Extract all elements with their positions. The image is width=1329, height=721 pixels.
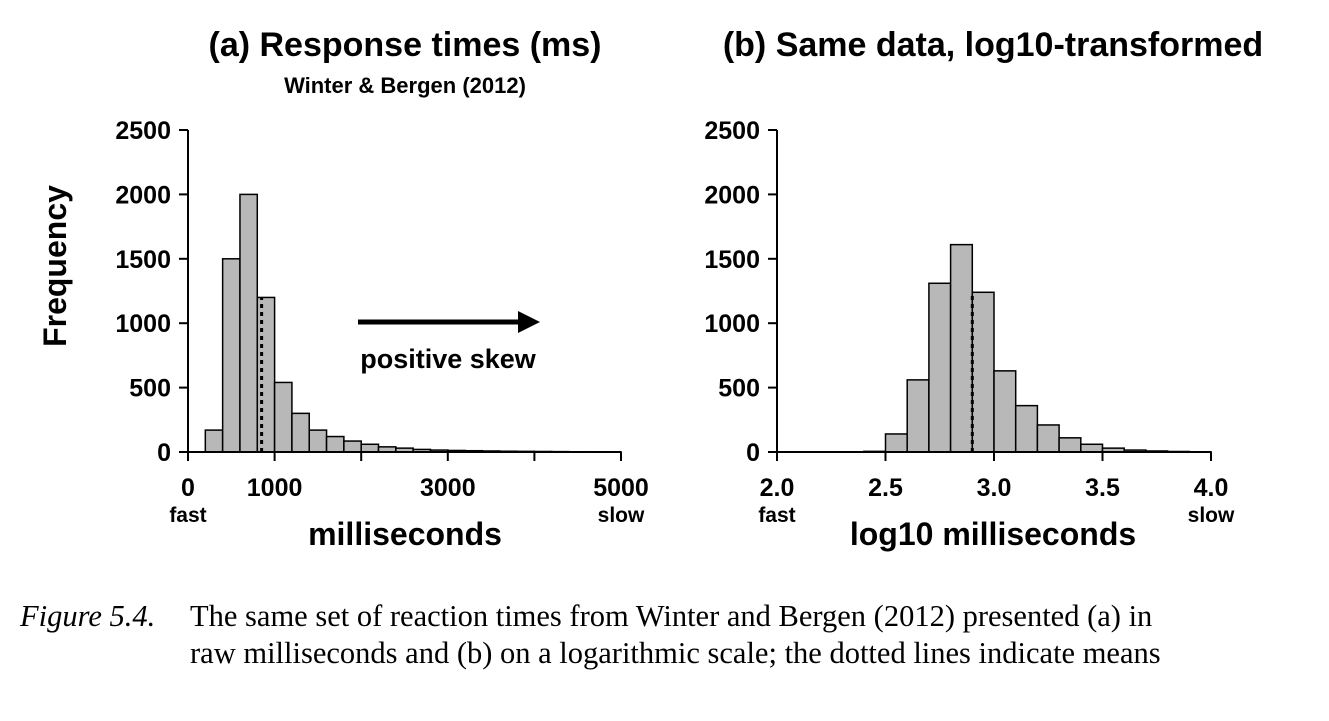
panel-b-x-tick-label: 2.0 <box>760 474 795 502</box>
panel-b-bar <box>1014 404 1039 453</box>
caption-line-1: The same set of reaction times from Wint… <box>190 599 1153 633</box>
panel-b-bar <box>884 433 908 453</box>
panel-b-y-tick-label: 1500 <box>704 246 760 274</box>
panel-b-x-axis-label: log10 milliseconds <box>850 516 1136 552</box>
y-axis-label: Frequency <box>37 185 73 347</box>
panel-b-bar <box>1080 443 1104 453</box>
panel-a-slow-note: slow <box>598 504 645 527</box>
panel-a-bar <box>343 440 362 453</box>
panel-a-x-tick-label: 3000 <box>420 474 476 502</box>
panel-a-x-tick-label: 1000 <box>247 474 303 502</box>
panel-b-x-tick-label: 3.0 <box>977 474 1012 502</box>
panel-a-x-ticks: 0 1000 3000 5000 <box>181 452 649 502</box>
panel-a-bar <box>291 412 310 453</box>
figure: (a) Response times (ms) Winter & Bergen … <box>37 26 1263 552</box>
panel-b-title: (b) Same data, log10-transformed <box>723 26 1263 64</box>
panel-b-y-tick-label: 500 <box>718 375 760 403</box>
panel-a-y-tick-label: 500 <box>129 375 171 403</box>
panel-a-bar <box>204 429 224 453</box>
panel-a-y-tick-label: 2000 <box>115 181 171 209</box>
panel-b-y-tick-label: 2000 <box>704 181 760 209</box>
panel-a-y-tick-label: 2500 <box>115 117 171 145</box>
panel-a-title: (a) Response times (ms) <box>209 26 602 64</box>
panel-a-bar <box>360 443 380 453</box>
panel-a-bar <box>256 296 276 453</box>
panel-a-bars <box>204 193 622 453</box>
panel-a-bar <box>239 193 259 453</box>
panel-b-slow-note: slow <box>1188 504 1235 527</box>
panel-b: (b) Same data, log10-transformed 0 500 100… <box>704 26 1263 552</box>
panel-b-bar <box>1036 424 1060 453</box>
panel-b-x-tick-label: 3.5 <box>1085 474 1120 502</box>
panel-b-bar <box>1058 437 1082 453</box>
panel-a-subtitle: Winter & Bergen (2012) <box>284 73 526 98</box>
panel-a-bar <box>221 258 241 453</box>
panel-a: (a) Response times (ms) Winter & Bergen … <box>37 26 649 552</box>
skew-annotation: positive skew <box>360 344 537 374</box>
panel-b-bar <box>906 379 930 453</box>
panel-a-y-tick-label: 0 <box>157 439 171 467</box>
panel-b-bar <box>928 282 952 453</box>
panel-b-y-tick-label: 1000 <box>704 310 760 338</box>
panel-a-y-tick-label: 1500 <box>115 246 171 274</box>
panel-b-bar <box>949 243 974 453</box>
panel-b-bars <box>841 243 1212 453</box>
panel-b-y-tick-label: 0 <box>746 439 760 467</box>
caption-line-2: raw milliseconds and (b) on a logarithmi… <box>190 636 1161 670</box>
arrow-head-icon <box>518 311 540 333</box>
panel-a-bar <box>308 429 328 453</box>
panel-a-x-tick-label: 5000 <box>593 474 649 502</box>
panel-b-x-tick-label: 2.5 <box>868 474 903 502</box>
panel-a-x-axis-label: milliseconds <box>308 516 502 552</box>
panel-a-y-ticks: 0 500 1000 1500 2000 2500 <box>115 117 188 467</box>
panel-b-x-tick-label: 4.0 <box>1194 474 1229 502</box>
panel-b-bar <box>971 291 995 453</box>
figure-caption: Figure 5.4. The same set of reaction time… <box>20 598 1320 672</box>
panel-a-bar <box>273 381 293 453</box>
panel-b-bar <box>993 370 1017 453</box>
panel-a-fast-note: fast <box>169 504 206 527</box>
skew-arrow <box>358 311 540 333</box>
panel-a-bar <box>325 435 345 453</box>
panel-b-y-tick-label: 2500 <box>704 117 760 145</box>
caption-label: Figure 5.4. <box>20 599 156 633</box>
panel-a-x-tick-label: 0 <box>181 474 195 502</box>
panel-b-fast-note: fast <box>758 504 795 527</box>
panel-b-y-ticks: 0 500 1000 1500 2000 2500 <box>704 117 777 467</box>
panel-a-y-tick-label: 1000 <box>115 310 171 338</box>
panel-b-x-ticks: 2.0 2.5 3.0 3.5 4.0 <box>760 452 1229 502</box>
